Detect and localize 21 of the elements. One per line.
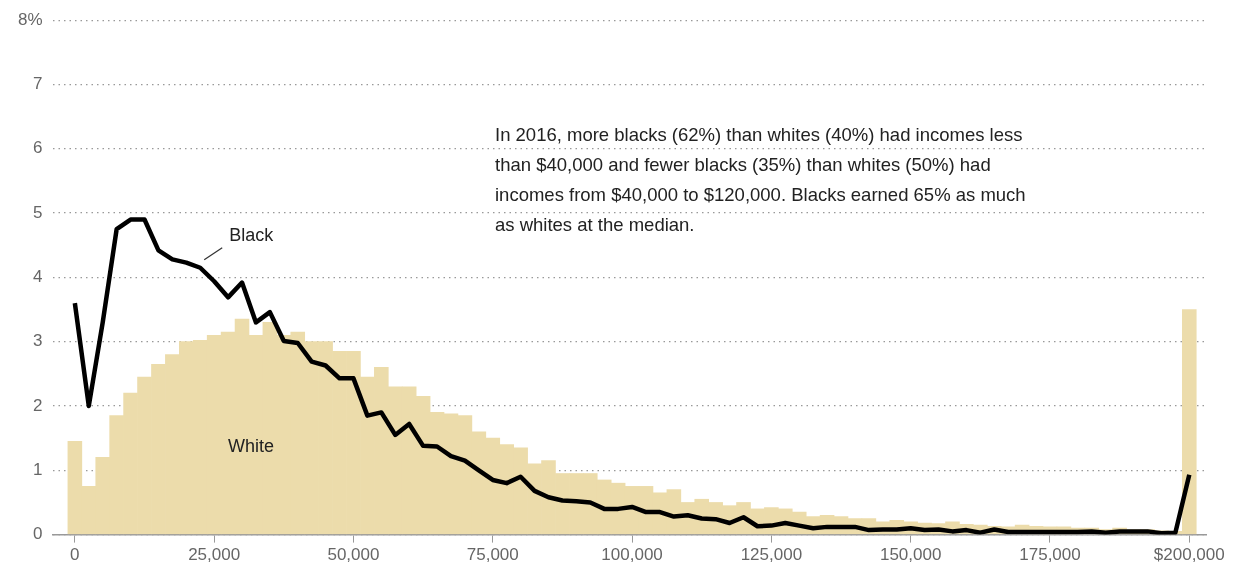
x-tick-label: 100,000 (601, 545, 663, 565)
y-tick-label: 4 (33, 267, 43, 287)
y-tick-label: 5 (33, 202, 43, 222)
y-tick-label: 3 (33, 331, 43, 351)
x-tick-label: $200,000 (1153, 545, 1225, 565)
x-tick-label: 150,000 (879, 545, 942, 565)
x-tick-label: 75,000 (466, 545, 519, 565)
y-tick-label: 0 (33, 524, 43, 544)
y-tick-label: 7 (33, 74, 43, 94)
y-tick-label: 6 (33, 138, 43, 158)
y-tick-label: 8% (17, 9, 43, 29)
x-tick-label: 175,000 (1019, 545, 1081, 565)
y-tick-label: 2 (33, 395, 43, 415)
y-tick-label: 1 (33, 459, 43, 479)
annotation: In 2016, more blacks (62%) than whites (40%) had incomes less than $40,000 and fewer blacks (35%) than whites (50%) had incomes from $40,000 to $120,000. Blacks earned 65% as much as whites at the median. (495, 123, 1027, 237)
x-tick-label: 0 (70, 545, 80, 565)
x-tick-label: 125,000 (740, 545, 803, 565)
x-tick-label: 50,000 (327, 545, 380, 565)
x-tick-label: 25,000 (188, 545, 241, 565)
text: Black (229, 224, 275, 245)
series-label: White (228, 435, 275, 456)
